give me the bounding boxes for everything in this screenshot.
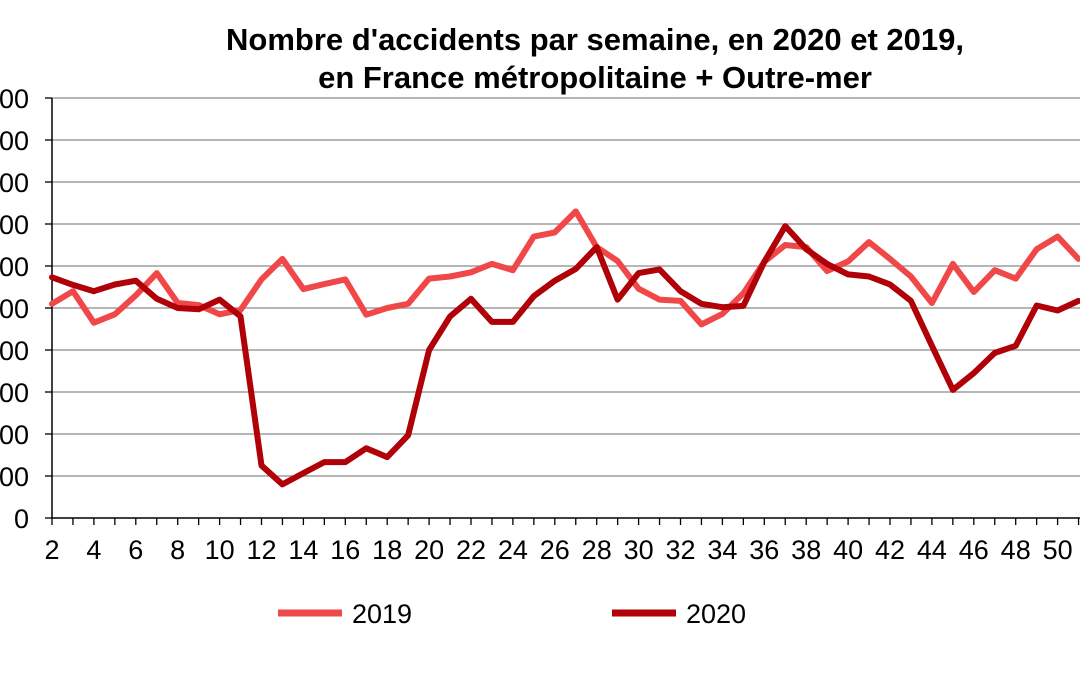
y-tick-label: 000 xyxy=(0,462,29,492)
x-tick-label: 4 xyxy=(86,535,101,565)
x-tick-label: 6 xyxy=(128,535,143,565)
x-axis-ticks: 2 4 6 8 10 12 14 16 18 20 22 24 26 28 30 32 34 36 38 40 42 44… xyxy=(44,518,1080,565)
x-tick-label: 8 xyxy=(170,535,185,565)
y-tick-label: 000 xyxy=(0,84,29,114)
y-tick-label: 000 xyxy=(0,294,29,324)
x-tick-label: 20 xyxy=(414,535,444,565)
x-tick-label: 14 xyxy=(288,535,318,565)
chart-title-line-1: Nombre d'accidents par semaine, en 2020 … xyxy=(226,22,964,57)
legend-label-2019: 2019 xyxy=(352,599,412,629)
x-tick-label: 18 xyxy=(372,535,402,565)
y-tick-label: 000 xyxy=(0,420,29,450)
legend: 2019 2020 xyxy=(278,599,746,629)
x-tick-label: 44 xyxy=(917,535,947,565)
x-tick-label: 32 xyxy=(665,535,695,565)
gridlines xyxy=(52,97,1080,477)
x-tick-label: 12 xyxy=(246,535,276,565)
x-tick-label: 40 xyxy=(833,535,863,565)
legend-label-2020: 2020 xyxy=(686,599,746,629)
x-tick-label: 36 xyxy=(749,535,779,565)
x-tick-label: 24 xyxy=(498,535,528,565)
x-tick-label: 10 xyxy=(205,535,235,565)
y-tick-label: 000 xyxy=(0,336,29,366)
series-line-2019 xyxy=(49,208,1080,328)
x-tick-label: 50 xyxy=(1043,535,1073,565)
x-tick-label: 28 xyxy=(582,535,612,565)
x-tick-label: 2 xyxy=(44,535,59,565)
y-tick-label: 0 xyxy=(14,504,29,534)
series-lines xyxy=(49,208,1080,488)
x-tick-label: 42 xyxy=(875,535,905,565)
y-tick-label: 000 xyxy=(0,378,29,408)
x-tick-label: 48 xyxy=(1001,535,1031,565)
y-axis-ticks: 0000000000000000000000000000000 xyxy=(0,84,52,534)
x-tick-label: 16 xyxy=(330,535,360,565)
y-tick-label: 000 xyxy=(0,168,29,198)
x-tick-label: 30 xyxy=(624,535,654,565)
series-line-2020 xyxy=(49,223,1080,488)
x-tick-label: 26 xyxy=(540,535,570,565)
x-tick-label: 22 xyxy=(456,535,486,565)
x-tick-label: 38 xyxy=(791,535,821,565)
chart-title-line-2: en France métropolitaine + Outre-mer xyxy=(318,60,872,95)
x-tick-label: 34 xyxy=(707,535,737,565)
y-tick-label: 000 xyxy=(0,252,29,282)
y-tick-label: 000 xyxy=(0,126,29,156)
x-tick-label: 46 xyxy=(959,535,989,565)
y-tick-label: 000 xyxy=(0,210,29,240)
